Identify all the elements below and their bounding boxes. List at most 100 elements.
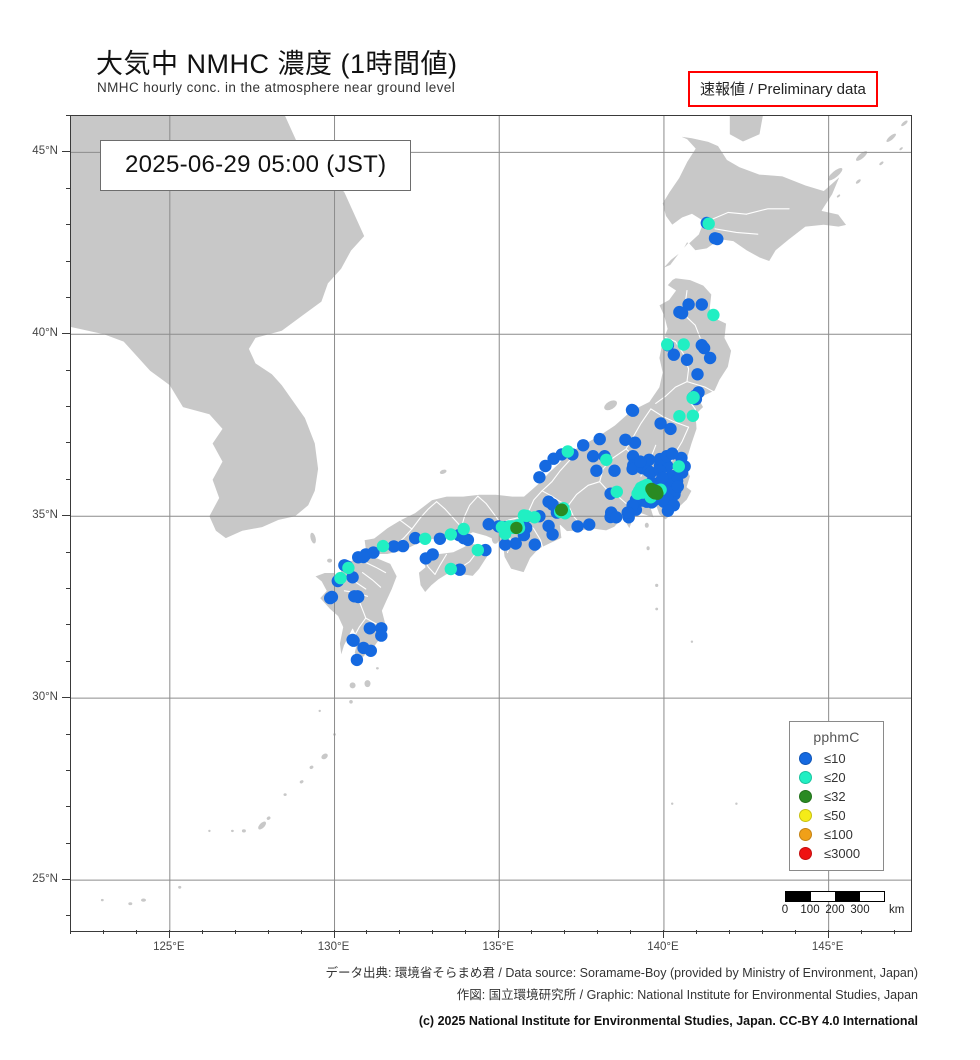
station-data-point[interactable] (664, 422, 677, 436)
station-data-point[interactable] (593, 432, 606, 446)
station-data-point[interactable] (396, 539, 410, 553)
station-data-point[interactable] (346, 571, 359, 584)
legend-item-label: ≤10 (824, 751, 846, 766)
station-data-point[interactable] (634, 455, 647, 468)
island (327, 558, 333, 563)
station-data-point[interactable] (471, 543, 484, 557)
station-data-point[interactable] (546, 528, 559, 541)
station-data-point[interactable] (520, 509, 533, 523)
station-data-point[interactable] (342, 561, 355, 575)
station-data-point[interactable] (561, 445, 574, 458)
station-data-point[interactable] (621, 506, 634, 519)
station-data-point[interactable] (583, 518, 596, 531)
axis-tick (201, 930, 203, 934)
station-data-point[interactable] (667, 348, 680, 361)
scale-bar-labels: 0 100 200 300 km (782, 904, 905, 918)
axis-tick (794, 930, 796, 934)
station-data-point[interactable] (334, 571, 347, 585)
station-data-point[interactable] (702, 217, 715, 230)
station-data-point[interactable] (528, 538, 541, 551)
station-data-point[interactable] (499, 527, 512, 540)
station-data-point[interactable] (661, 338, 674, 351)
station-data-point[interactable] (672, 460, 685, 473)
station-data-point[interactable] (426, 548, 439, 561)
station-data-point[interactable] (711, 232, 724, 246)
station-data-point[interactable] (509, 537, 522, 550)
station-data-point[interactable] (644, 466, 657, 479)
station-data-point[interactable] (677, 338, 690, 351)
legend-color-swatch (799, 752, 812, 765)
axis-tick (333, 930, 335, 938)
station-data-point[interactable] (695, 298, 708, 311)
station-data-point[interactable] (680, 353, 694, 366)
station-data-point[interactable] (666, 447, 679, 460)
prefecture-border (460, 495, 479, 528)
station-data-point[interactable] (555, 503, 568, 517)
station-data-point[interactable] (619, 433, 632, 446)
station-data-point[interactable] (631, 487, 644, 500)
station-data-point[interactable] (457, 531, 470, 545)
station-data-point[interactable] (671, 480, 684, 493)
station-data-point[interactable] (610, 511, 623, 524)
station-data-point[interactable] (687, 391, 700, 404)
station-data-point[interactable] (610, 485, 623, 498)
x-axis-label: 125°E (153, 941, 185, 953)
station-data-point[interactable] (626, 404, 640, 417)
station-data-point[interactable] (661, 504, 675, 517)
map-plot-area[interactable] (70, 115, 912, 932)
station-data-point[interactable] (409, 531, 422, 545)
y-axis-label: 25°N (32, 873, 58, 886)
station-data-point[interactable] (654, 417, 667, 430)
station-data-point[interactable] (682, 298, 695, 311)
station-data-point[interactable] (703, 351, 717, 365)
station-data-point[interactable] (350, 653, 364, 667)
station-data-point[interactable] (600, 453, 613, 466)
station-data-point[interactable] (325, 590, 339, 604)
island (299, 780, 304, 784)
station-data-point[interactable] (586, 450, 600, 463)
station-data-point[interactable] (376, 539, 390, 553)
station-data-point[interactable] (651, 487, 664, 500)
prefecture-border (745, 208, 790, 215)
station-data-point[interactable] (363, 622, 376, 635)
station-data-point[interactable] (691, 368, 704, 381)
station-data-point[interactable] (673, 410, 686, 423)
station-data-point[interactable] (542, 495, 555, 508)
station-data-point[interactable] (364, 644, 377, 657)
map-canvas (71, 116, 911, 931)
station-data-point[interactable] (418, 532, 432, 545)
prefecture-border (686, 381, 716, 394)
station-data-point[interactable] (590, 464, 603, 477)
station-data-point[interactable] (686, 409, 700, 422)
axis-tick (630, 930, 631, 934)
station-data-point[interactable] (539, 459, 552, 473)
kuril-island (828, 167, 843, 181)
station-data-point[interactable] (444, 562, 457, 576)
station-data-point[interactable] (510, 521, 523, 535)
station-data-point[interactable] (453, 563, 466, 576)
station-data-point[interactable] (707, 308, 720, 322)
station-data-point[interactable] (533, 471, 546, 484)
station-data-point[interactable] (499, 538, 512, 551)
station-data-point[interactable] (675, 307, 689, 320)
station-data-point[interactable] (433, 532, 447, 545)
station-data-point[interactable] (697, 341, 711, 355)
station-data-point[interactable] (608, 464, 621, 477)
station-data-point[interactable] (347, 634, 360, 647)
legend-color-swatch (799, 809, 812, 822)
station-data-point[interactable] (628, 436, 642, 449)
station-data-point[interactable] (656, 471, 669, 485)
station-data-point[interactable] (375, 629, 388, 642)
prefecture-border (391, 513, 413, 530)
station-data-point[interactable] (387, 540, 400, 553)
timestamp-box: 2025-06-29 05:00 (JST) (100, 140, 412, 191)
station-data-point[interactable] (348, 590, 361, 603)
station-data-point[interactable] (357, 550, 370, 564)
station-data-point[interactable] (577, 439, 590, 452)
station-data-point[interactable] (482, 518, 495, 531)
axis-tick (66, 115, 70, 116)
station-data-point[interactable] (444, 528, 457, 541)
station-data-point[interactable] (571, 520, 584, 533)
island (208, 829, 211, 833)
station-data-point[interactable] (457, 522, 470, 536)
